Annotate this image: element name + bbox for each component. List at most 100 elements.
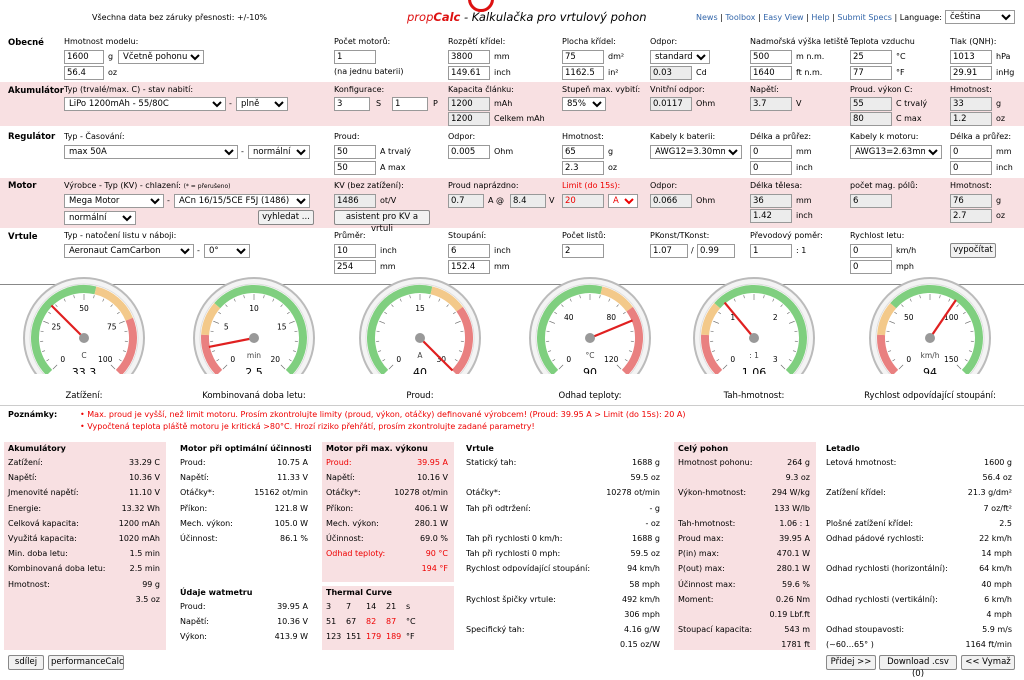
prop-angle-select[interactable]: 0°: [204, 244, 250, 258]
esc-type-label: Typ - Časování:: [64, 132, 125, 141]
esc-cur-cont-input[interactable]: [334, 145, 376, 159]
tk-input[interactable]: [697, 244, 735, 258]
limit-unit-select[interactable]: A: [608, 194, 638, 208]
nav-easy-view[interactable]: Easy View: [763, 13, 803, 22]
language-select[interactable]: čeština: [945, 10, 1015, 24]
nav-toolbox[interactable]: Toolbox: [725, 13, 755, 22]
c-cont-input[interactable]: [850, 97, 892, 111]
esc-type-select[interactable]: max 50A: [64, 145, 238, 159]
discharge-select[interactable]: 85%: [562, 97, 606, 111]
calculate-button[interactable]: vypočítat: [950, 243, 996, 258]
temp-c-input[interactable]: [850, 50, 892, 64]
blades-input[interactable]: [562, 244, 604, 258]
gauge-tick-label: 25: [52, 323, 62, 332]
motor-search-button[interactable]: vyhledat ...: [258, 210, 314, 225]
speed-kmh-input[interactable]: [850, 244, 892, 258]
config-label: Konfigurace:: [334, 85, 384, 94]
area-in-input[interactable]: [562, 66, 604, 80]
result-value: 105.0 W: [275, 519, 308, 528]
nav-submit-specs[interactable]: Submit Specs: [837, 13, 892, 22]
i0-volt-input[interactable]: [510, 194, 546, 208]
motor-len-mm-input[interactable]: [750, 194, 792, 208]
alt-m-input[interactable]: [750, 50, 792, 64]
gear-ratio-suffix: : 1: [796, 246, 806, 255]
dia-in-input[interactable]: [334, 244, 376, 258]
motor-mass-g-input[interactable]: [950, 194, 992, 208]
cells-s-input[interactable]: [334, 97, 370, 111]
ri-input[interactable]: [650, 97, 692, 111]
area-dm-input[interactable]: [562, 50, 604, 64]
motor-model-select[interactable]: ACn 16/15/5CE F5J (1486): [174, 194, 310, 208]
download-csv-button[interactable]: Download .csv (0): [879, 655, 957, 670]
kv-input[interactable]: [334, 194, 376, 208]
esc-r-label: Odpor:: [448, 132, 475, 141]
pk-input[interactable]: [650, 244, 688, 258]
result-label: Zatížení:: [8, 458, 43, 467]
capacity-total-input[interactable]: [448, 112, 490, 126]
esc-r-input[interactable]: [448, 145, 490, 159]
weight-g-input[interactable]: [64, 50, 104, 64]
i0-input[interactable]: [448, 194, 484, 208]
motor-maker-select[interactable]: Mega Motor: [64, 194, 164, 208]
cd-input[interactable]: [650, 66, 692, 80]
speed-mph-input[interactable]: [850, 260, 892, 274]
gear-input[interactable]: [750, 244, 792, 258]
unit-a-cont: A trvalý: [380, 147, 411, 156]
pitch-in-input[interactable]: [448, 244, 490, 258]
mot-cable-select[interactable]: AWG13=2.63mm²: [850, 145, 942, 159]
weight-incl-select[interactable]: Včetně pohonu: [118, 50, 204, 64]
battery-charge-select[interactable]: plně: [236, 97, 288, 111]
temp-f-input[interactable]: [850, 66, 892, 80]
bat-cable-len2-input[interactable]: [750, 161, 792, 175]
kv-assistant-button[interactable]: asistent pro KV a vrtuli: [334, 210, 430, 225]
row-general: Obecné: [8, 38, 44, 48]
press-hpa-input[interactable]: [950, 50, 992, 64]
unit-g: g: [996, 196, 1001, 205]
unit-ohm: Ohm: [696, 99, 715, 108]
result-value: 543 m: [784, 625, 810, 634]
esc-timing-select[interactable]: normální: [248, 145, 310, 159]
esc-cur-max-input[interactable]: [334, 161, 376, 175]
clear-button[interactable]: << Vymaž: [961, 655, 1015, 670]
span-inch-input[interactable]: [448, 66, 490, 80]
alt-ft-input[interactable]: [750, 66, 792, 80]
motor-len-in-input[interactable]: [750, 209, 792, 223]
mot-cable-len2-input[interactable]: [950, 161, 992, 175]
limit-input[interactable]: [562, 194, 604, 208]
esc-mass-oz-input[interactable]: [562, 161, 604, 175]
c-max-input[interactable]: [850, 112, 892, 126]
dia-mm-input[interactable]: [334, 260, 376, 274]
result-value: 0.15 oz/W: [620, 640, 660, 649]
pitch-mm-input[interactable]: [448, 260, 490, 274]
motor-cooling-select[interactable]: normální: [64, 211, 136, 225]
span-mm-input[interactable]: [448, 50, 490, 64]
battery-type-select[interactable]: LiPo 1200mAh - 55/80C: [64, 97, 226, 111]
cell-voltage-input[interactable]: [750, 97, 792, 111]
bat-cable-len1-input[interactable]: [750, 145, 792, 159]
battery-mass-oz-input[interactable]: [950, 112, 992, 126]
poles-input[interactable]: [850, 194, 892, 208]
motors-input[interactable]: [334, 50, 376, 64]
result-label: Proud:: [326, 458, 352, 467]
cells-p-input[interactable]: [392, 97, 428, 111]
performancecalc-button[interactable]: performanceCalc: [48, 655, 124, 670]
result-value: 39.95 A: [277, 602, 308, 611]
nav-news[interactable]: News: [696, 13, 718, 22]
prop-type-select[interactable]: Aeronaut CamCarbon: [64, 244, 194, 258]
motor-mass-oz-input[interactable]: [950, 209, 992, 223]
battery-mass-g-input[interactable]: [950, 97, 992, 111]
add-button[interactable]: Přidej >>: [826, 655, 876, 670]
share-button[interactable]: sdílej: [8, 655, 44, 670]
capacity-input[interactable]: [448, 97, 490, 111]
result-value: 194 °F: [422, 564, 448, 573]
press-inhg-input[interactable]: [950, 66, 992, 80]
weight-oz-input[interactable]: [64, 66, 104, 80]
mot-cable-len1-input[interactable]: [950, 145, 992, 159]
nav-help[interactable]: Help: [811, 13, 829, 22]
esc-mass-g-input[interactable]: [562, 145, 604, 159]
motor-r-input[interactable]: [650, 194, 692, 208]
drag-select[interactable]: standard: [650, 50, 710, 64]
ri-label: Vnitřní odpor:: [650, 85, 705, 94]
bat-cable-select[interactable]: AWG12=3.30mm²: [650, 145, 742, 159]
